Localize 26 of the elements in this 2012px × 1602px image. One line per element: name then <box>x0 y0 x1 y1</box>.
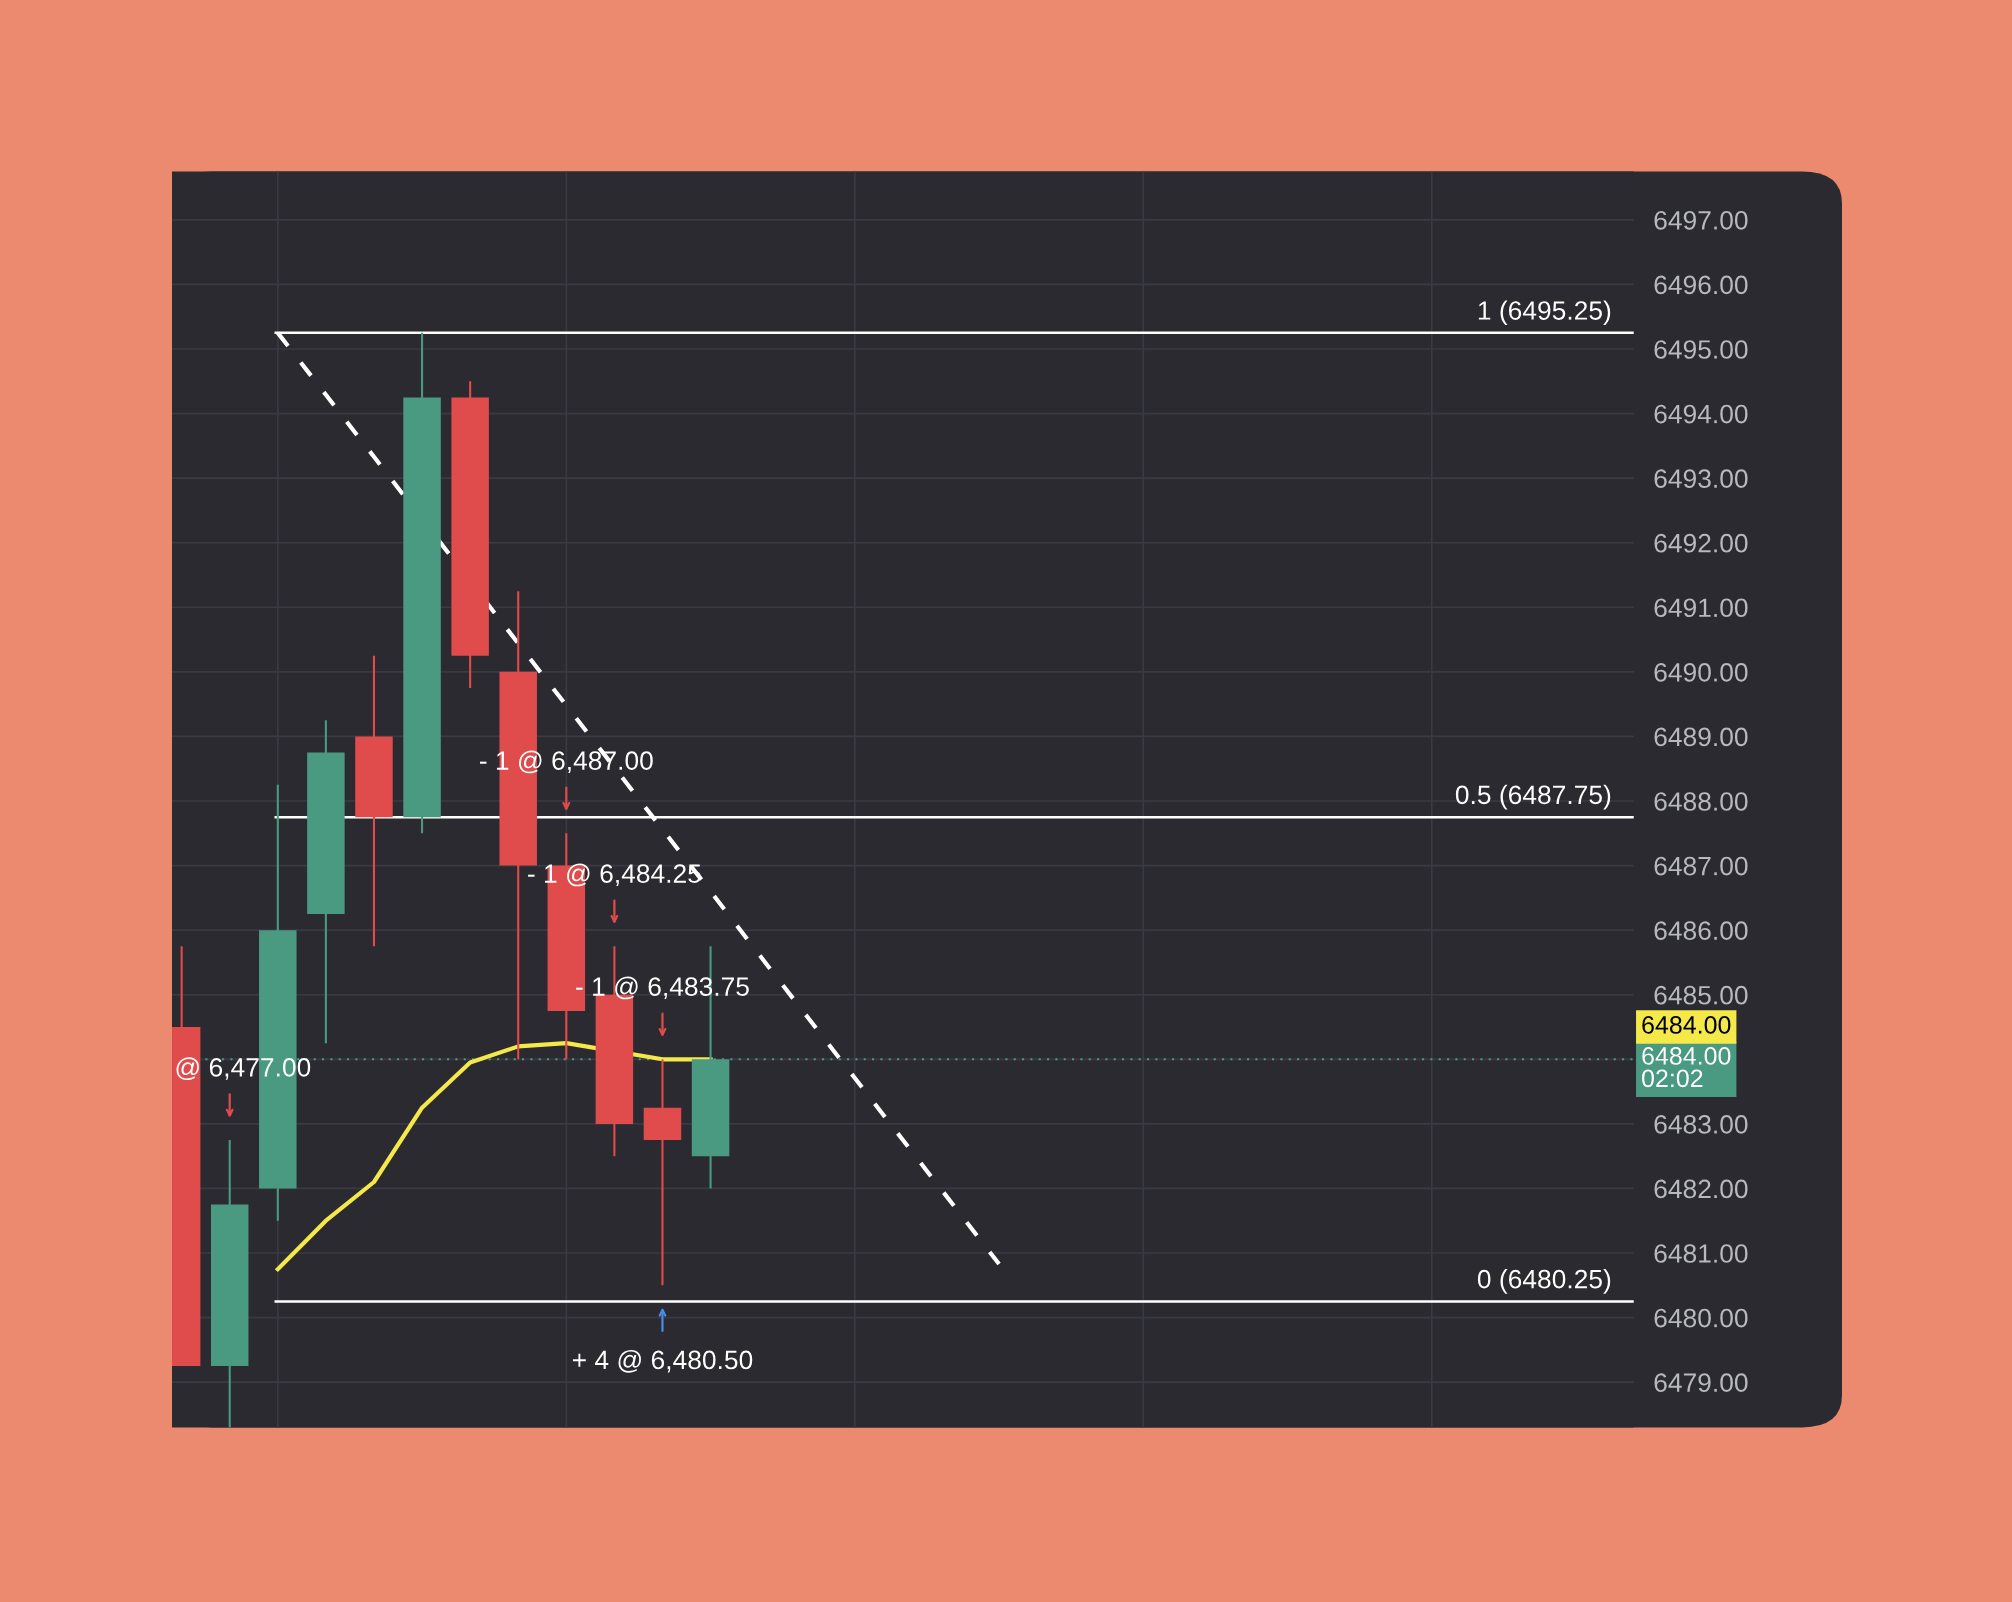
ref-line-label: 0.5 (6487.75) <box>1455 784 1611 810</box>
ref-line-label: 1 (6495.25) <box>1478 300 1611 326</box>
y-tick-label: 6494.00 <box>1654 404 1748 424</box>
y-tick-label: 6486.00 <box>1654 921 1748 940</box>
y-tick-label: 6485.00 <box>1654 985 1748 1005</box>
y-tick-label: 6493.00 <box>1654 469 1748 488</box>
text: 6484.00 <box>1642 1016 1731 1034</box>
y-tick-label: 6480.00 <box>1654 1308 1748 1328</box>
annotation: @ 6,477.00 <box>176 1057 311 1081</box>
y-tick-label: 6497.00 <box>1654 210 1748 230</box>
y-tick-label: 6490.00 <box>1654 663 1748 682</box>
y-tick-label: 6492.00 <box>1654 533 1748 553</box>
y-tick-label: 6495.00 <box>1654 340 1748 359</box>
y-tick-label: 6479.00 <box>1654 1373 1748 1392</box>
y-tick-label: 6488.00 <box>1654 792 1748 811</box>
y-tick-label: 6491.00 <box>1654 598 1748 618</box>
y-tick-label: 6489.00 <box>1654 727 1748 747</box>
ref-line-label: 0 (6480.25) <box>1477 1269 1611 1294</box>
ref-line-label: 6484.00 02:02 <box>1642 1047 1731 1088</box>
y-tick-label: 6482.00 <box>1654 1179 1748 1199</box>
annotation: - 1 @ 6,483.75 <box>576 976 749 1000</box>
y-tick-label: 6483.00 <box>1654 1115 1748 1134</box>
y-tick-label: 6481.00 <box>1654 1244 1748 1263</box>
annotation: + 4 @ 6,480.50 <box>572 1349 753 1373</box>
y-tick-label: 6487.00 <box>1654 856 1748 876</box>
y-tick-label: 6496.00 <box>1654 275 1748 295</box>
